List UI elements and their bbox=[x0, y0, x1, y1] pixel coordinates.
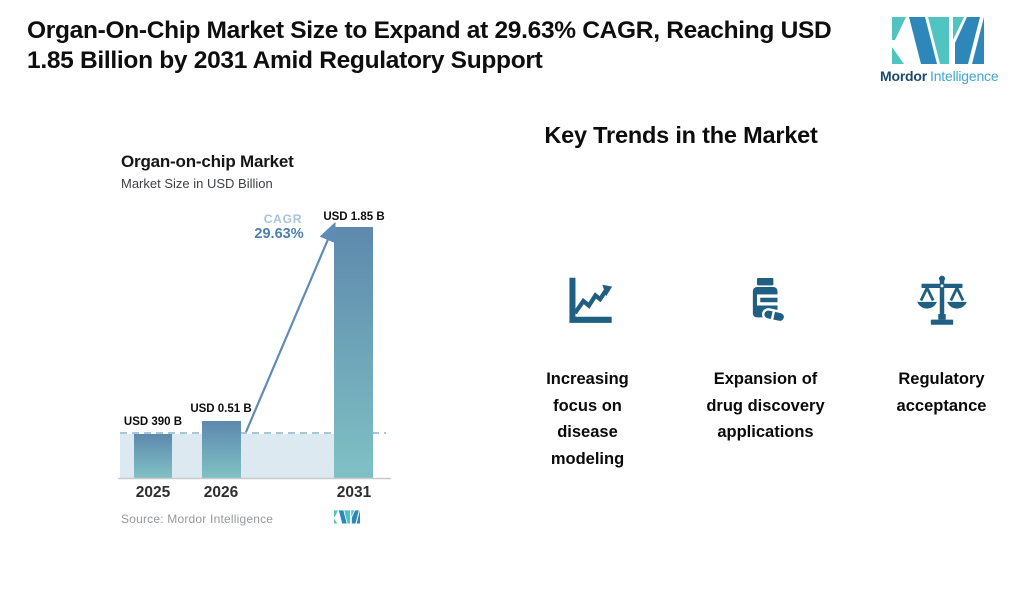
bar-2031 bbox=[334, 227, 373, 478]
brand-name-primary: Mordor bbox=[880, 68, 928, 84]
x-tick-2026: 2026 bbox=[203, 484, 239, 501]
growth-arrow-icon bbox=[244, 221, 336, 433]
trend-chart-icon bbox=[568, 277, 612, 323]
bar-2026 bbox=[202, 421, 241, 478]
trend-icon-wrap bbox=[743, 272, 789, 330]
cagr-value: 29.63% bbox=[254, 226, 304, 242]
mordor-intelligence-logo-icon bbox=[892, 17, 984, 64]
bar-value-label-2031: USD 1.85 B bbox=[323, 211, 385, 223]
brand-name-secondary: Intelligence bbox=[930, 68, 999, 84]
trends-heading: Key Trends in the Market bbox=[544, 122, 818, 148]
bar-chart-plot bbox=[118, 221, 391, 480]
x-tick-2031: 2031 bbox=[336, 484, 372, 501]
bar-value-label-2025: USD 390 B bbox=[123, 416, 183, 428]
chart-title: Organ-on-chip Market bbox=[121, 152, 294, 171]
trend-item-drug-discovery: Expansion of drug discovery applications bbox=[678, 272, 853, 446]
scales-icon bbox=[916, 275, 967, 325]
trend-item-disease-modeling: Increasing focus on disease modeling bbox=[500, 272, 675, 472]
source-note: Source: Mordor Intelligence bbox=[121, 512, 274, 526]
page-title: Organ-On-Chip Market Size to Expand at 2… bbox=[27, 17, 832, 74]
bar-value-label-2026: USD 0.51 B bbox=[190, 403, 252, 415]
brand-wordmark: Mordor Intelligence bbox=[880, 68, 1012, 84]
cagr-label: CAGR bbox=[263, 212, 303, 226]
x-tick-2025: 2025 bbox=[135, 484, 171, 501]
trend-label: Expansion of drug discovery applications bbox=[706, 370, 825, 441]
trend-icon-wrap bbox=[914, 272, 970, 330]
chart-subtitle: Market Size in USD Billion bbox=[121, 176, 273, 191]
mini-brand-logo-icon bbox=[334, 510, 360, 524]
pill-bottle-icon bbox=[752, 278, 786, 324]
trend-label: Regulatory acceptance bbox=[896, 370, 987, 415]
trend-icon-wrap bbox=[562, 272, 614, 330]
bar-2025 bbox=[134, 434, 172, 478]
trend-item-regulatory: Regulatory acceptance bbox=[854, 272, 1012, 419]
trend-label: Increasing focus on disease modeling bbox=[546, 370, 629, 468]
